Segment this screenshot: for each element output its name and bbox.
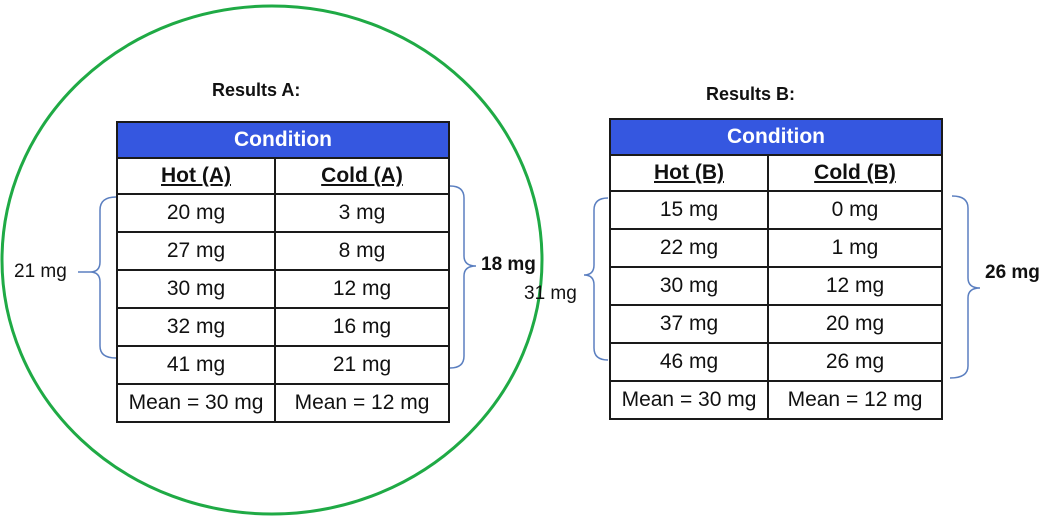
table-row: 27 mg 8 mg bbox=[116, 231, 450, 271]
table-row: 30 mg 12 mg bbox=[609, 266, 943, 306]
table-cell: 8 mg bbox=[274, 231, 450, 271]
brace-b-hot bbox=[583, 197, 609, 361]
mean-hot: Mean = 30 mg bbox=[609, 380, 769, 420]
column-header-cold: Cold (B) bbox=[767, 154, 943, 192]
table-cell: 3 mg bbox=[274, 193, 450, 233]
table-row: 41 mg 21 mg bbox=[116, 345, 450, 385]
table-row: 32 mg 16 mg bbox=[116, 307, 450, 347]
range-b-hot: 31 mg bbox=[524, 283, 577, 304]
results-a-title: Results A: bbox=[212, 80, 301, 100]
table-cell: 1 mg bbox=[767, 228, 943, 268]
table-cell: 16 mg bbox=[274, 307, 450, 347]
condition-header: Condition bbox=[116, 121, 450, 159]
table-row: 46 mg 26 mg bbox=[609, 342, 943, 382]
table-cell: 30 mg bbox=[116, 269, 276, 309]
table-cell: 37 mg bbox=[609, 304, 769, 344]
column-header-hot: Hot (A) bbox=[116, 157, 276, 195]
column-header-hot: Hot (B) bbox=[609, 154, 769, 192]
range-a-hot: 21 mg bbox=[14, 261, 67, 282]
table-cell: 41 mg bbox=[116, 345, 276, 385]
table-row: 30 mg 12 mg bbox=[116, 269, 450, 309]
mean-row: Mean = 30 mg Mean = 12 mg bbox=[116, 383, 450, 423]
table-cell: 20 mg bbox=[116, 193, 276, 233]
column-header-cold: Cold (A) bbox=[274, 157, 450, 195]
table-cell: 27 mg bbox=[116, 231, 276, 271]
results-b-table: Condition Hot (B) Cold (B) 15 mg 0 mg 22… bbox=[609, 118, 943, 420]
range-b-cold: 26 mg bbox=[985, 262, 1040, 283]
table-cell: 32 mg bbox=[116, 307, 276, 347]
table-row: 20 mg 3 mg bbox=[116, 193, 450, 233]
table-cell: 12 mg bbox=[274, 269, 450, 309]
brace-b-cold bbox=[949, 195, 981, 379]
table-cell: 20 mg bbox=[767, 304, 943, 344]
table-cell: 22 mg bbox=[609, 228, 769, 268]
brace-a-hot bbox=[89, 196, 117, 359]
mean-cold: Mean = 12 mg bbox=[274, 383, 450, 423]
table-cell: 26 mg bbox=[767, 342, 943, 382]
table-row: 37 mg 20 mg bbox=[609, 304, 943, 344]
table-cell: 15 mg bbox=[609, 190, 769, 230]
range-a-cold: 18 mg bbox=[481, 254, 536, 275]
brace-a-cold bbox=[449, 185, 477, 369]
table-cell: 30 mg bbox=[609, 266, 769, 306]
mean-row: Mean = 30 mg Mean = 12 mg bbox=[609, 380, 943, 420]
mean-hot: Mean = 30 mg bbox=[116, 383, 276, 423]
table-cell: 0 mg bbox=[767, 190, 943, 230]
table-cell: 46 mg bbox=[609, 342, 769, 382]
results-b-title: Results B: bbox=[706, 84, 796, 104]
condition-header: Condition bbox=[609, 118, 943, 156]
highlight-circle bbox=[0, 4, 544, 516]
table-row: 22 mg 1 mg bbox=[609, 228, 943, 268]
table-row: 15 mg 0 mg bbox=[609, 190, 943, 230]
results-a-table: Condition Hot (A) Cold (A) 20 mg 3 mg 27… bbox=[116, 121, 450, 423]
table-cell: 21 mg bbox=[274, 345, 450, 385]
mean-cold: Mean = 12 mg bbox=[767, 380, 943, 420]
table-cell: 12 mg bbox=[767, 266, 943, 306]
